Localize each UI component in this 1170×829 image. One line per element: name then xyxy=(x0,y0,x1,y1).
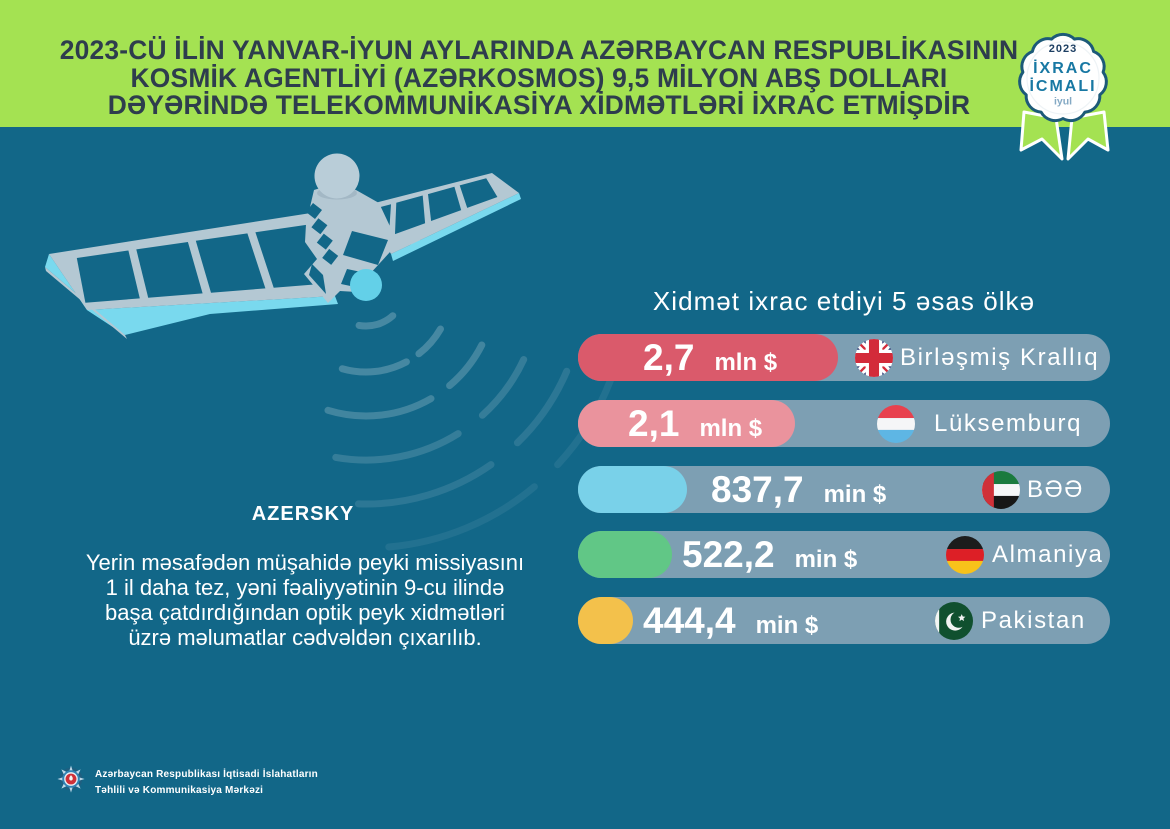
svg-text:iyul: iyul xyxy=(1054,96,1072,108)
svg-text:İXRAC: İXRAC xyxy=(1033,59,1093,77)
svg-text:2023: 2023 xyxy=(1049,43,1077,55)
svg-text:İCMALI: İCMALI xyxy=(1029,77,1096,95)
